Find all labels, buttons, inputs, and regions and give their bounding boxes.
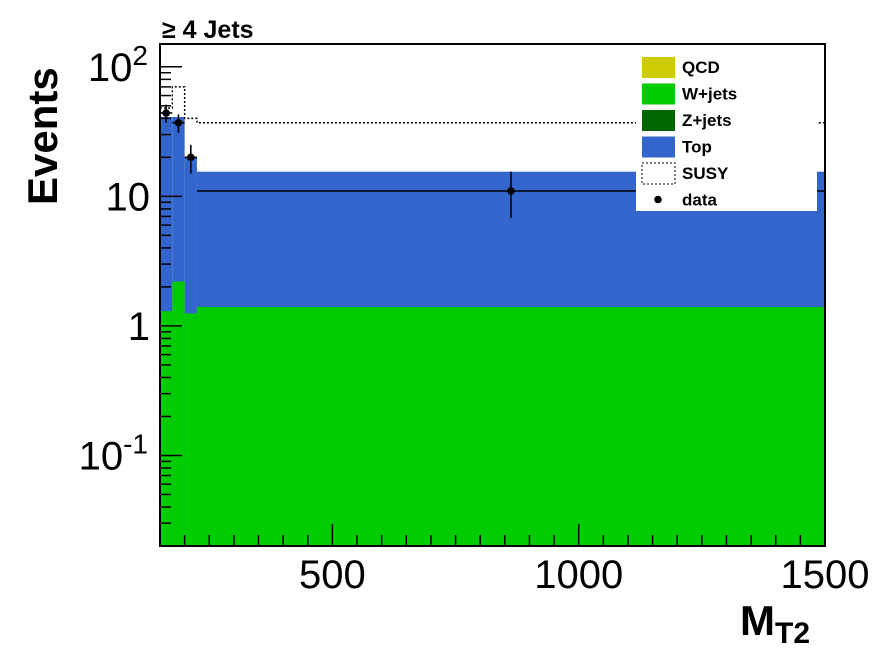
data-marker [162, 109, 170, 117]
y-tick-label: 102 [88, 40, 148, 90]
wjets-bar [196, 306, 825, 546]
y-tick-base: 10 [88, 46, 133, 90]
y-tick-label: 10-1 [79, 428, 148, 478]
legend-label: Z+jets [682, 111, 732, 130]
legend-swatch [642, 83, 675, 105]
susy-outline-layer [160, 86, 825, 124]
legend-label: W+jets [682, 85, 737, 104]
y-tick-label: 1 [128, 305, 150, 349]
y-tick-label: 10 [106, 175, 151, 219]
data-point [160, 104, 173, 123]
legend-entry: data [654, 191, 718, 210]
plot-frame [159, 43, 826, 547]
legend-swatch [642, 57, 675, 78]
legend-entry: Top [642, 136, 712, 158]
wjets-bar [160, 311, 173, 546]
legend-entry: QCD [642, 57, 720, 78]
legend-swatch [642, 136, 675, 158]
legend-entry: SUSY [641, 162, 729, 185]
legend-label: data [682, 191, 718, 210]
legend-entry: W+jets [642, 83, 737, 105]
legend: QCD W+jets Z+jets Top SUSY data [636, 53, 817, 211]
legend-swatch [641, 162, 676, 185]
chart-title: ≥ 4 Jets [162, 16, 254, 44]
susy-line [160, 86, 825, 124]
x-tick-label: 1000 [534, 553, 623, 597]
wjets-bar [172, 281, 185, 546]
x-axis-title-subscript: T2 [775, 617, 810, 650]
x-axis-title: MT2 [740, 597, 810, 650]
x-axis-title-main: M [740, 597, 775, 644]
x-axis-ticks: 500 1000 1500 [183, 524, 870, 597]
data-marker [186, 153, 195, 162]
x-tick-label: 500 [299, 553, 366, 597]
data-points-layer [160, 104, 825, 219]
wjets-bar [184, 313, 197, 546]
legend-box [636, 53, 817, 211]
legend-label: QCD [682, 58, 720, 77]
data-point [172, 114, 185, 133]
legend-label: SUSY [682, 164, 729, 183]
y-tick-exponent: -1 [123, 428, 148, 459]
data-point [184, 144, 197, 174]
axes [159, 43, 826, 547]
wjets-stack-layer [160, 281, 825, 546]
legend-label: Top [682, 138, 712, 157]
x-tick-label: 1500 [781, 553, 870, 597]
legend-marker [654, 195, 662, 204]
legend-entry: Z+jets [642, 110, 732, 131]
legend-swatch [642, 110, 675, 131]
data-marker [507, 187, 515, 195]
y-tick-base: 10 [79, 434, 124, 478]
y-axis-title: Events [19, 67, 66, 205]
data-marker [174, 118, 183, 127]
y-tick-exponent: 2 [132, 40, 148, 71]
